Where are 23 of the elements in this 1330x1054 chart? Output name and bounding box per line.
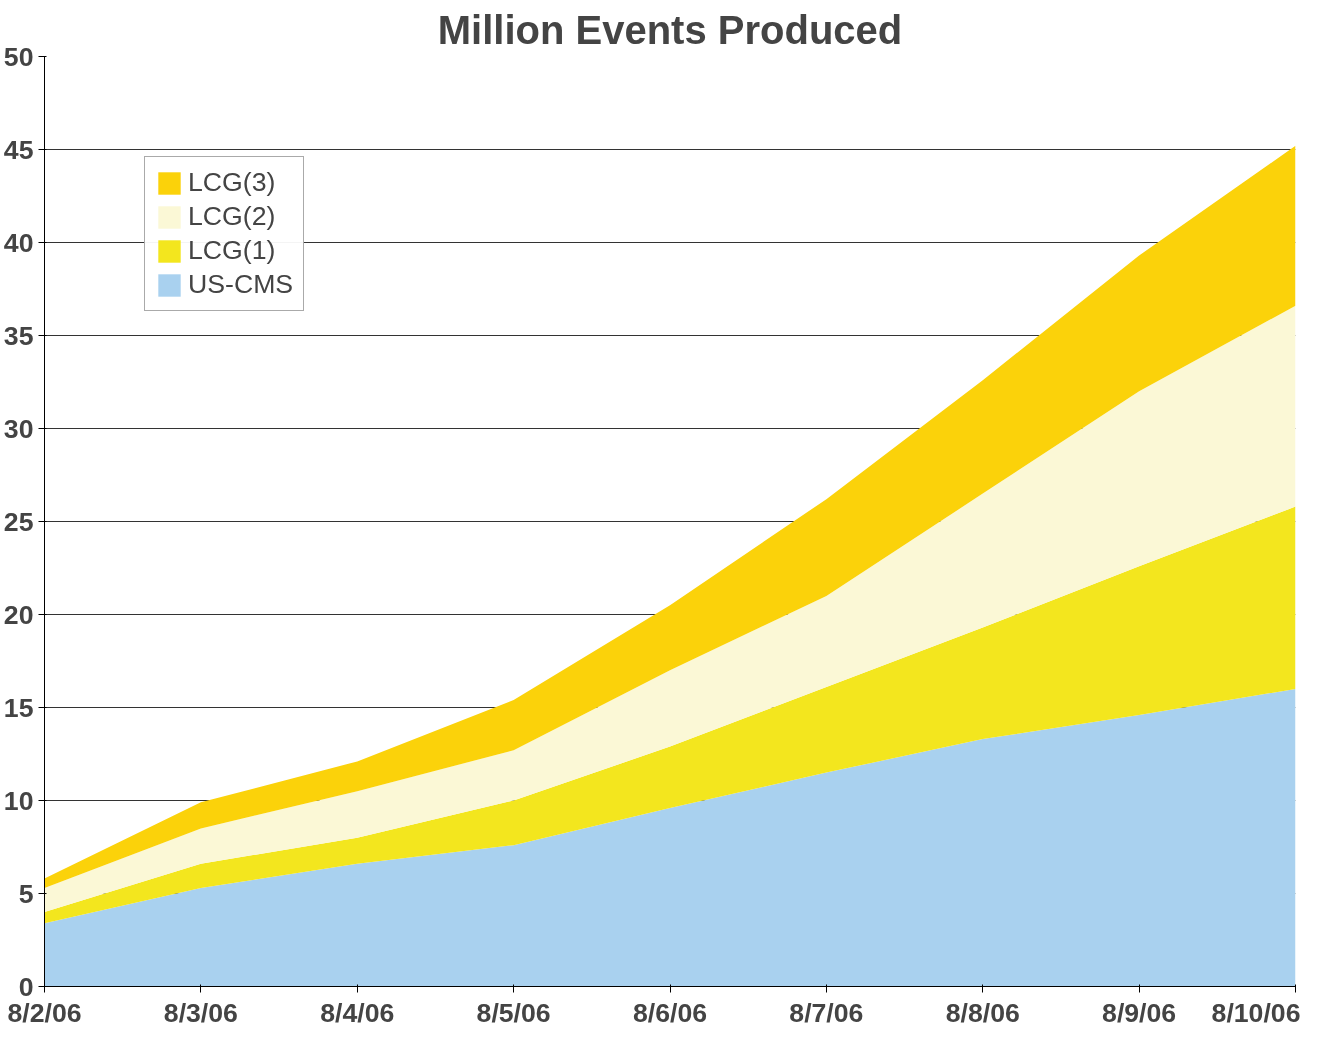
y-tick-label: 30 — [3, 413, 34, 444]
legend-label: US-CMS — [188, 269, 294, 300]
x-tick-label: 8/10/06 — [1211, 997, 1301, 1028]
y-tick-label: 40 — [3, 227, 34, 258]
x-tick-label: 8/7/06 — [789, 997, 864, 1028]
chart-title: Million Events Produced — [437, 7, 903, 52]
y-tick-label: 50 — [3, 41, 34, 72]
x-tick-label: 8/9/06 — [1102, 997, 1177, 1028]
legend-label: LCG(2) — [188, 201, 276, 232]
y-tick-label: 10 — [3, 785, 34, 816]
y-tick-label: 45 — [3, 134, 34, 165]
y-tick-label: 15 — [3, 692, 34, 723]
legend-label: LCG(3) — [188, 167, 276, 198]
legend-label: LCG(1) — [188, 235, 276, 266]
x-tick-label: 8/4/06 — [320, 997, 395, 1028]
y-tick-label: 25 — [3, 506, 34, 537]
x-tick-label: 8/3/06 — [163, 997, 238, 1028]
x-tick-label: 8/8/06 — [945, 997, 1020, 1028]
x-tick-label: 8/5/06 — [476, 997, 551, 1028]
x-tick-label: 8/6/06 — [632, 997, 708, 1028]
y-tick-label: 5 — [18, 878, 34, 909]
y-tick-label: 35 — [3, 320, 34, 351]
y-tick-label: 20 — [3, 599, 34, 630]
